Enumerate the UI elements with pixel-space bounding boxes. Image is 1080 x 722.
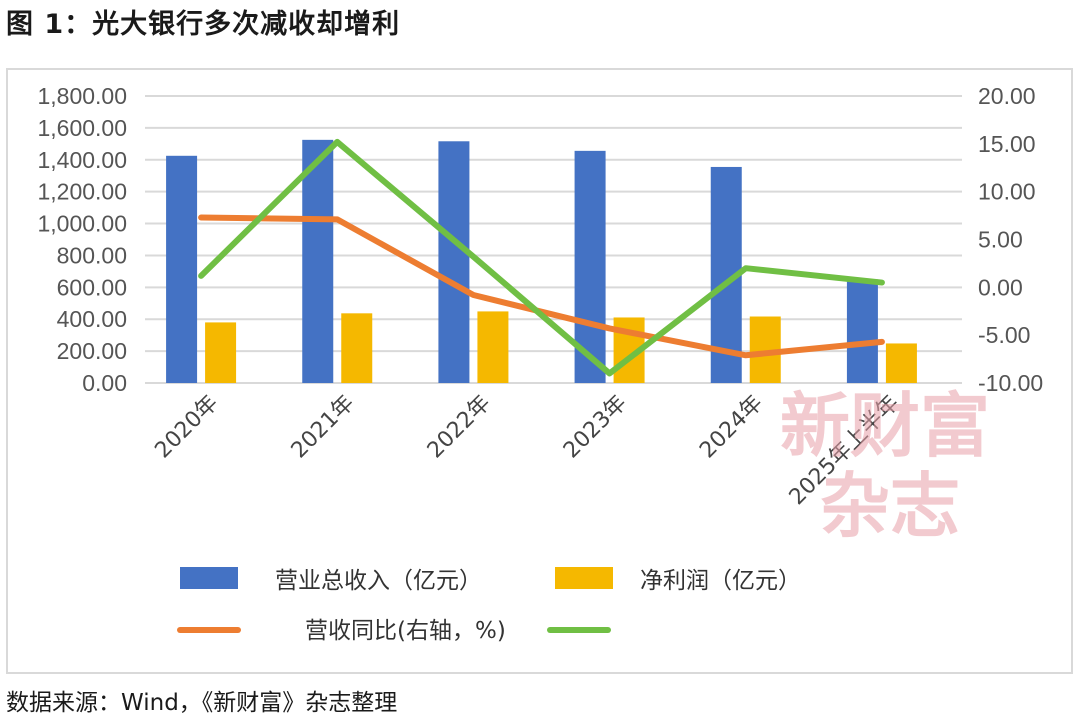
right-axis-tick: 15.00 bbox=[978, 131, 1036, 157]
source-note: 数据来源：Wind，《新财富》杂志整理 bbox=[6, 690, 398, 716]
left-axis-tick: 600.00 bbox=[57, 274, 127, 300]
left-axis-tick: 1,400.00 bbox=[37, 147, 127, 173]
left-axis-tick: 1,600.00 bbox=[37, 115, 127, 141]
category-label: 2023年 bbox=[559, 391, 632, 464]
profit-bar bbox=[477, 311, 509, 383]
legend-revenue-label: 营业总收入（亿元） bbox=[275, 568, 482, 594]
revenue-bar bbox=[438, 141, 470, 383]
figure-title: 图 1：光大银行多次减收却增利 bbox=[6, 9, 401, 40]
left-axis-tick: 800.00 bbox=[57, 242, 127, 268]
left-axis-tick: 400.00 bbox=[57, 306, 127, 332]
legend-revenue-swatch bbox=[180, 567, 238, 589]
bar-series bbox=[166, 139, 917, 383]
revenue-bar bbox=[166, 155, 198, 383]
legend-profit-label: 净利润（亿元） bbox=[640, 568, 801, 594]
legend-profit-swatch bbox=[555, 567, 613, 589]
profit-bar bbox=[885, 343, 917, 383]
category-label: 2021年 bbox=[287, 391, 360, 464]
right-axis-tick: -5.00 bbox=[978, 322, 1030, 348]
profit-bar bbox=[205, 322, 237, 383]
watermark-line1: 新财富 bbox=[780, 384, 990, 467]
axis-ticks: 0.00 200.00 400.00 600.00 800.00 1,000.00 1,20… bbox=[37, 83, 1043, 396]
left-axis-tick: 1,800.00 bbox=[37, 83, 127, 109]
legend-revenue-yoy-label: 营收同比(右轴，%) bbox=[305, 618, 506, 644]
revenue-bar bbox=[846, 279, 878, 383]
watermark-line2: 杂志 bbox=[820, 464, 960, 547]
profit-yoy-line bbox=[198, 138, 885, 377]
left-axis-tick: 1,200.00 bbox=[37, 179, 127, 205]
category-label: 2022年 bbox=[423, 391, 496, 464]
profit-bar bbox=[341, 313, 373, 383]
right-axis-tick: 20.00 bbox=[978, 83, 1036, 109]
legend: 营业总收入（亿元） 净利润（亿元） 营收同比(右轴，%) bbox=[177, 567, 801, 644]
left-axis-tick: 1,000.00 bbox=[37, 211, 127, 237]
revenue-bar bbox=[302, 139, 334, 383]
right-axis-tick: 5.00 bbox=[978, 227, 1023, 253]
right-axis-tick: -10.00 bbox=[978, 370, 1043, 396]
chart-panel bbox=[6, 68, 1073, 674]
left-axis-tick: 0.00 bbox=[82, 370, 127, 396]
category-label: 2024年 bbox=[695, 391, 768, 464]
category-label: 2020年 bbox=[150, 391, 223, 464]
left-axis-tick: 200.00 bbox=[57, 338, 127, 364]
watermark: 新财富 杂志 bbox=[780, 384, 990, 547]
right-axis-tick: 0.00 bbox=[978, 274, 1023, 300]
line-series bbox=[198, 138, 885, 377]
gridlines bbox=[145, 95, 962, 384]
right-axis-tick: 10.00 bbox=[978, 179, 1036, 205]
